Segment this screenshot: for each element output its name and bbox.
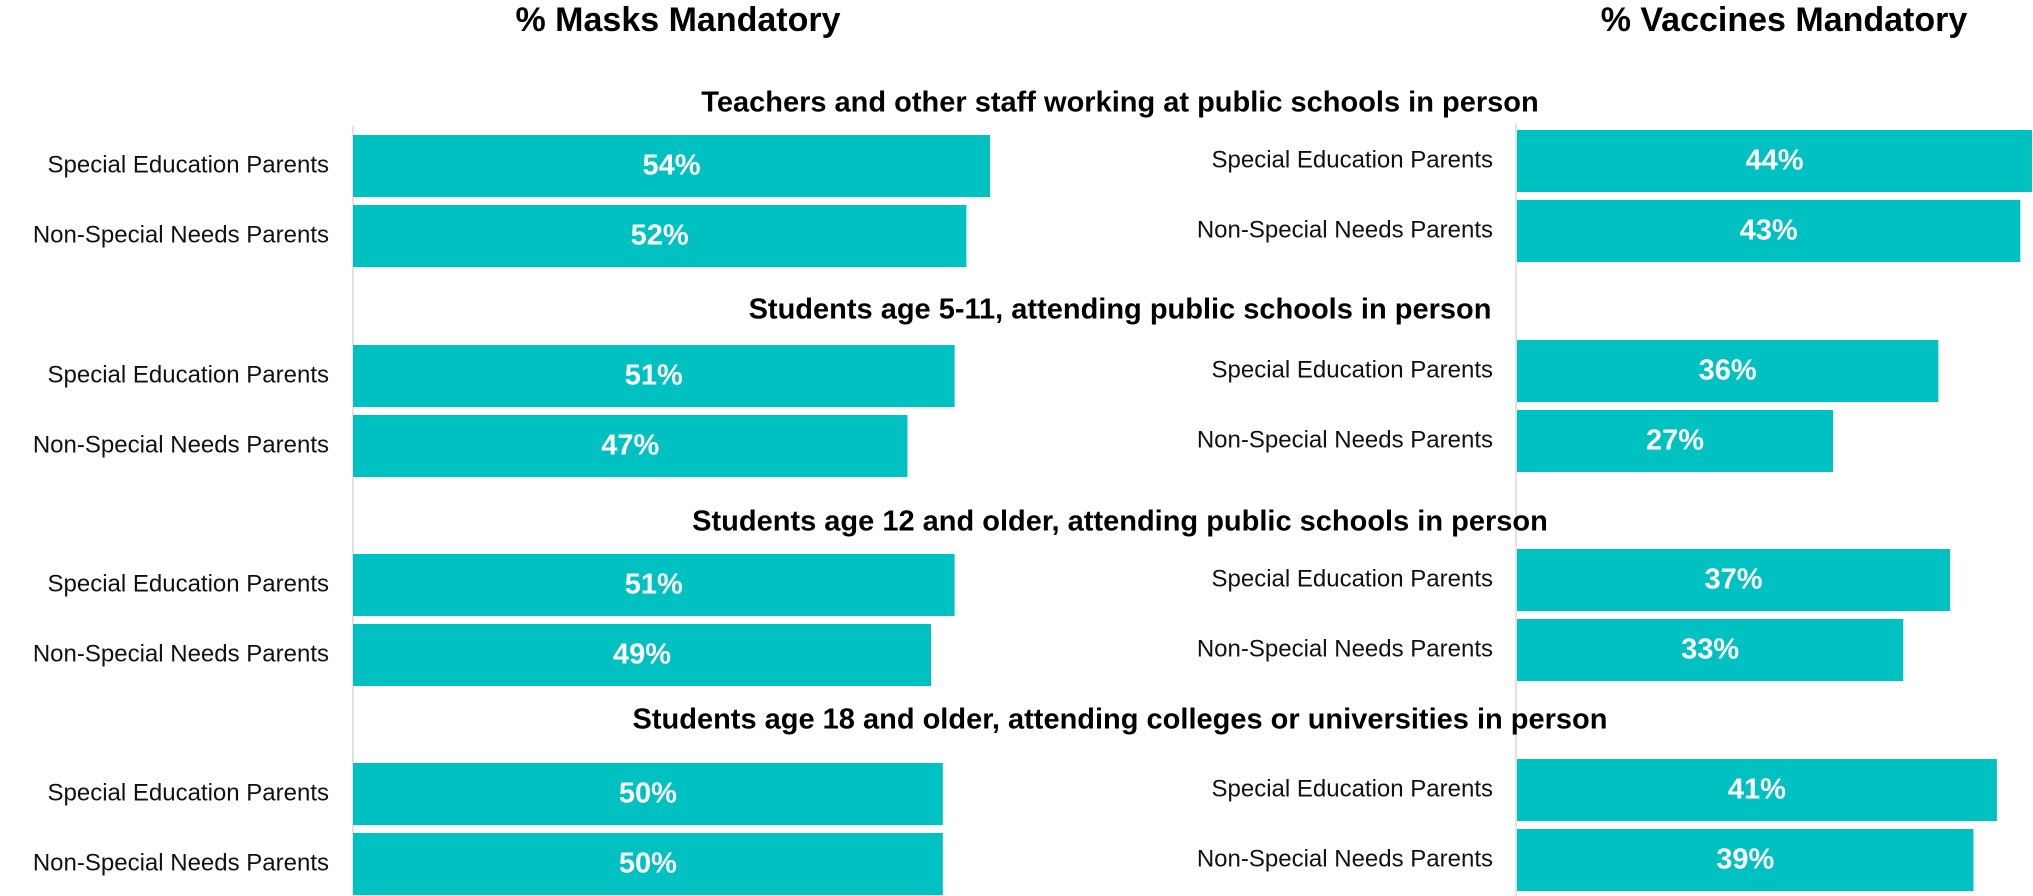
bar (353, 833, 943, 895)
category-label: Non-Special Needs Parents (1197, 216, 1493, 243)
value-label: 37% (1705, 564, 1763, 596)
group-title: Students age 18 and older, attending col… (633, 704, 1608, 736)
value-label: 39% (1716, 844, 1774, 876)
category-label: Non-Special Needs Parents (33, 849, 329, 876)
category-label: Non-Special Needs Parents (33, 431, 329, 458)
value-label: 52% (631, 220, 689, 252)
bar (1517, 619, 1904, 681)
group-title: Teachers and other staff working at publ… (701, 87, 1538, 119)
value-label: 36% (1699, 355, 1757, 387)
bar (1517, 410, 1834, 472)
bar (353, 415, 908, 477)
category-label: Special Education Parents (47, 361, 329, 388)
group-title: Students age 12 and older, attending pub… (692, 506, 1548, 538)
category-label: Special Education Parents (1211, 775, 1493, 802)
value-label: 33% (1681, 634, 1739, 666)
value-label: 51% (625, 569, 683, 601)
bar (353, 205, 967, 267)
bar (1517, 340, 1939, 402)
group-title: Students age 5-11, attending public scho… (749, 294, 1492, 326)
category-label: Non-Special Needs Parents (1197, 845, 1493, 872)
value-label: 49% (613, 639, 671, 671)
bar (1517, 130, 2032, 192)
category-label: Special Education Parents (47, 570, 329, 597)
category-label: Special Education Parents (47, 151, 329, 178)
bar (353, 345, 955, 407)
category-label: Non-Special Needs Parents (33, 640, 329, 667)
category-label: Special Education Parents (1211, 356, 1493, 383)
value-label: 54% (642, 150, 700, 182)
category-label: Special Education Parents (47, 779, 329, 806)
value-label: 43% (1740, 215, 1798, 247)
category-label: Special Education Parents (1211, 146, 1493, 173)
category-label: Non-Special Needs Parents (1197, 635, 1493, 662)
bar (1517, 200, 2021, 262)
bar (353, 135, 990, 197)
value-label: 50% (619, 848, 677, 880)
bar (353, 624, 932, 686)
value-label: 27% (1646, 425, 1704, 457)
value-label: 47% (601, 430, 659, 462)
chart-title: % Masks Mandatory (516, 1, 841, 39)
bar (1517, 829, 1974, 891)
value-label: 51% (625, 360, 683, 392)
value-label: 50% (619, 778, 677, 810)
value-label: 41% (1728, 774, 1786, 806)
bar (1517, 759, 1997, 821)
category-label: Non-Special Needs Parents (1197, 426, 1493, 453)
category-label: Special Education Parents (1211, 565, 1493, 592)
category-label: Non-Special Needs Parents (33, 221, 329, 248)
bar (353, 763, 943, 825)
bar (353, 554, 955, 616)
chart-title: % Vaccines Mandatory (1601, 1, 1968, 39)
value-label: 44% (1745, 145, 1803, 177)
bar (1517, 549, 1951, 611)
